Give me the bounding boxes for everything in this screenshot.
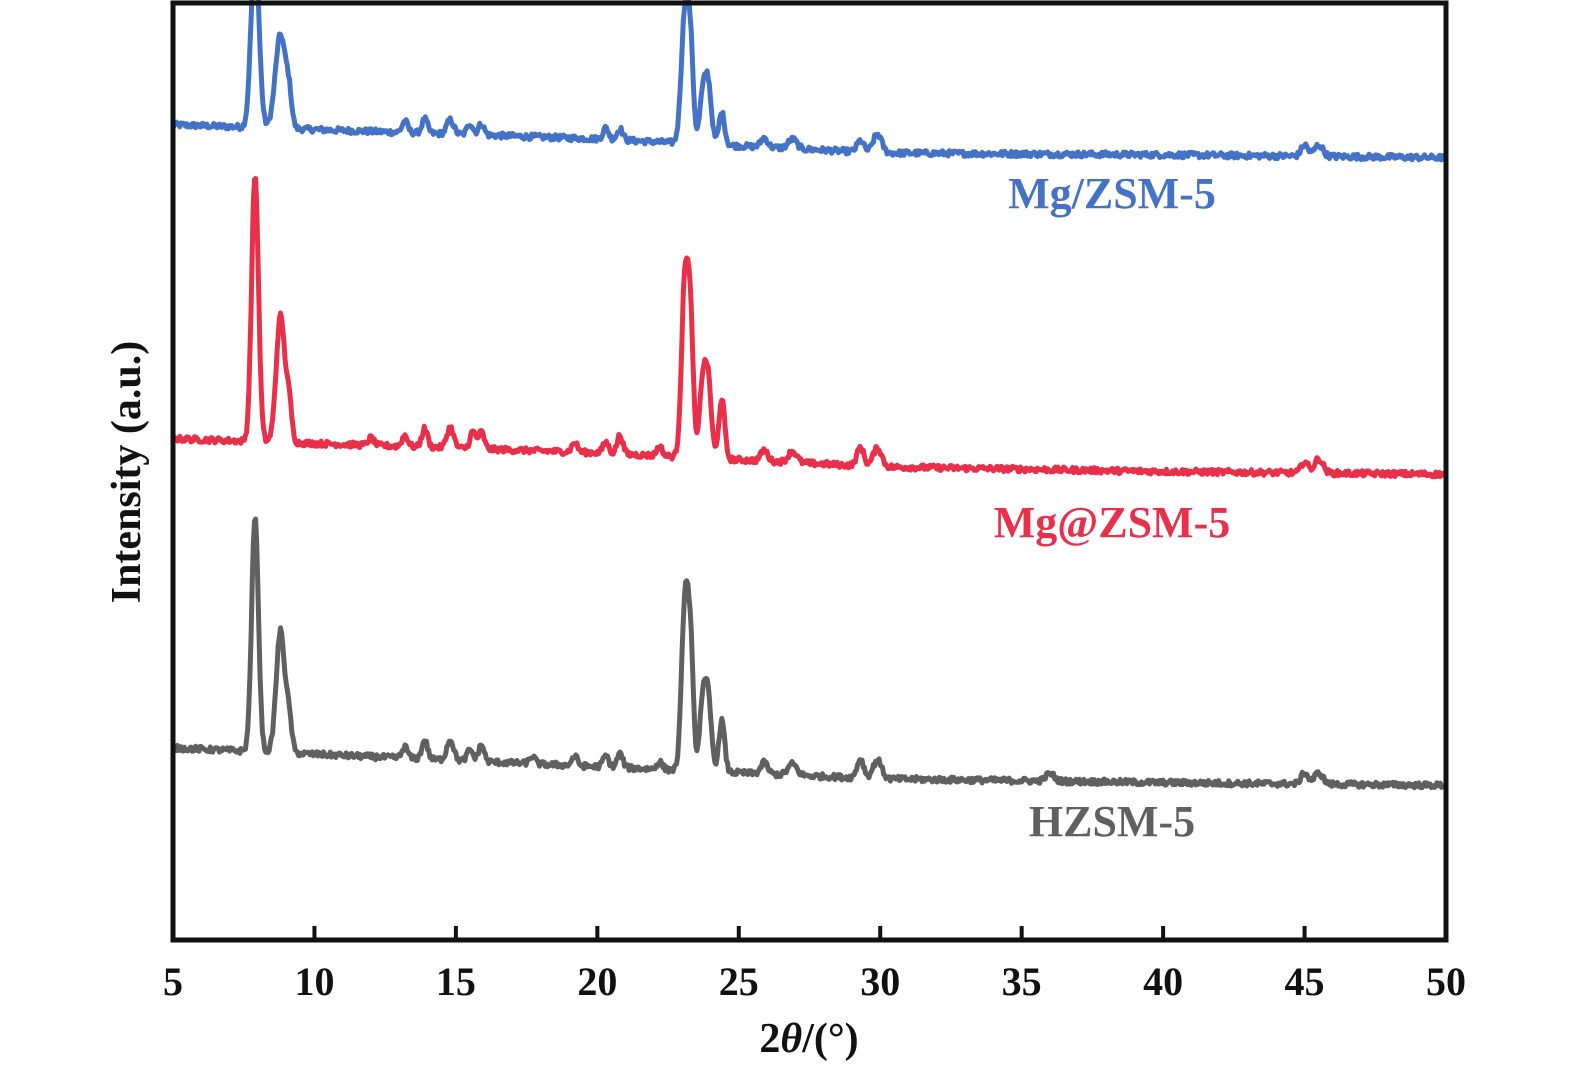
series-labels: Mg/ZSM-5 Mg@ZSM-5 HZSM-5 <box>994 169 1230 846</box>
series-line-hzsm-5 <box>171 516 1449 791</box>
series-group <box>170 0 1449 791</box>
x-tick-label: 35 <box>1002 959 1042 1004</box>
series-label: Mg/ZSM-5 <box>1008 169 1216 218</box>
x-axis-title-suffix: /(°) <box>801 1016 858 1062</box>
x-tick-label: 5 <box>163 959 183 1004</box>
x-tick-label: 30 <box>860 959 900 1004</box>
series-line-mg-zsm-5 <box>170 0 1449 163</box>
plot-frame <box>170 0 1449 943</box>
x-tick-label: 50 <box>1426 959 1466 1004</box>
series-label: Mg@ZSM-5 <box>994 498 1230 547</box>
x-tick-label: 15 <box>436 959 476 1004</box>
x-tick-label: 45 <box>1285 959 1325 1004</box>
x-axis-title-theta: θ <box>780 1016 802 1062</box>
x-axis-title: 2θ/(°) <box>759 1016 858 1062</box>
x-axis-title-prefix: 2 <box>759 1016 780 1062</box>
x-tick-label: 20 <box>577 959 617 1004</box>
y-axis-title: Intensity (a.u.) <box>104 341 150 604</box>
x-tick-label: 25 <box>719 959 759 1004</box>
series-label: HZSM-5 <box>1029 797 1195 846</box>
x-axis-ticks: 5 10 15 20 25 30 35 40 45 50 <box>163 926 1466 1004</box>
x-tick-label: 40 <box>1143 959 1183 1004</box>
x-tick-label: 10 <box>294 959 334 1004</box>
series-line-mg-zsm-5 <box>171 176 1448 480</box>
